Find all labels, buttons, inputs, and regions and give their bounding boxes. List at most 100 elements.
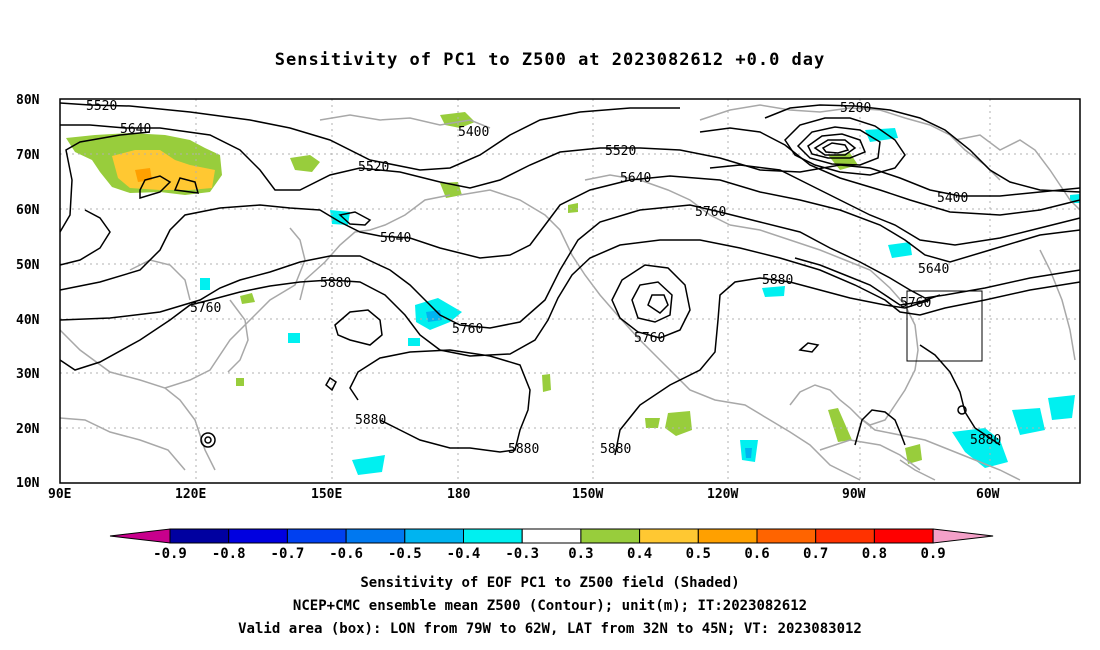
lat-label: 60N	[16, 203, 40, 218]
colorbar-label: 0.8	[862, 546, 887, 562]
lat-label: 40N	[16, 313, 40, 328]
colorbar-segment	[756, 528, 817, 544]
valid-area-box	[906, 290, 983, 362]
contour-label: 5640	[380, 231, 411, 246]
colorbar-segment	[639, 528, 699, 544]
colorbar-low-end	[109, 528, 171, 544]
colorbar-segment	[521, 528, 582, 544]
colorbar: -0.9 -0.8 -0.7 -0.6 -0.5 -0.4 -0.3 0.3 0.4 0.5 0.6…	[109, 528, 994, 562]
colorbar-segment	[697, 528, 758, 544]
shade-patch	[1012, 408, 1045, 435]
colorbar-segment	[169, 528, 230, 544]
lat-label: 10N	[16, 476, 40, 491]
contour-label: 5760	[900, 296, 931, 311]
lat-axis-labels: 80N 70N 60N 50N 40N 30N 20N 10N	[16, 93, 40, 491]
shade-patch	[745, 448, 752, 458]
shade-patch	[762, 286, 785, 297]
sensitivity-shading	[66, 112, 1080, 475]
contour-label: 5880	[762, 273, 793, 288]
lon-label: 120E	[175, 487, 206, 502]
contour-label: 5640	[918, 262, 949, 277]
colorbar-label: -0.5	[388, 546, 422, 562]
colorbar-label: -0.3	[505, 546, 539, 562]
colorbar-label: -0.9	[153, 546, 187, 562]
colorbar-label: 0.6	[744, 546, 769, 562]
shade-patch	[352, 455, 385, 475]
lon-label: 150W	[572, 487, 603, 502]
shade-patch	[408, 338, 420, 346]
contour-label: 5880	[355, 413, 386, 428]
contour-label: 5880	[600, 442, 631, 457]
shade-patch	[665, 411, 692, 436]
lon-label: 60W	[976, 487, 1000, 502]
shade-patch	[1048, 395, 1075, 420]
shade-patch	[542, 374, 551, 392]
colorbar-label: 0.5	[686, 546, 711, 562]
contour-label: 5640	[620, 171, 651, 186]
contour-label: 5880	[320, 276, 351, 291]
lon-label: 180	[447, 487, 471, 502]
contour-label: 5760	[452, 322, 483, 337]
shade-patch	[236, 378, 244, 386]
lat-label: 80N	[16, 93, 40, 108]
contour-labels: 5520 5640 5400 5520 5280 5520 5640 5760 …	[86, 99, 1001, 457]
colorbar-label: 0.4	[627, 546, 652, 562]
colorbar-label: 0.9	[920, 546, 945, 562]
contour-label: 5520	[605, 144, 636, 159]
colorbar-segment	[286, 528, 347, 544]
shade-patch	[888, 242, 912, 258]
colorbar-segment	[228, 528, 288, 544]
contour-label: 5400	[458, 125, 489, 140]
colorbar-label: -0.8	[212, 546, 246, 562]
shade-patch	[240, 293, 255, 304]
lon-label: 90E	[48, 487, 71, 502]
colorbar-segment	[580, 528, 641, 544]
colorbar-segment	[345, 528, 406, 544]
contour-label: 5760	[634, 331, 665, 346]
shade-patch	[568, 203, 578, 213]
coastlines	[59, 104, 1081, 481]
shade-patch	[952, 428, 1008, 468]
lat-label: 70N	[16, 148, 40, 163]
colorbar-label: -0.4	[447, 546, 481, 562]
contour-label: 5760	[695, 205, 726, 220]
contour-label: 5520	[358, 160, 389, 175]
lat-label: 50N	[16, 258, 40, 273]
map-frame	[59, 98, 1081, 484]
lon-axis-labels: 90E 120E 150E 180 150W 120W 90W 60W	[48, 487, 1000, 502]
contour-label: 5760	[190, 301, 221, 316]
colorbar-label: 0.7	[803, 546, 828, 562]
contour-label: 5400	[937, 191, 968, 206]
contour-label: 5880	[970, 433, 1001, 448]
shade-patch	[645, 418, 660, 428]
colorbar-segment	[404, 528, 464, 544]
lat-label: 30N	[16, 367, 40, 382]
shade-patch	[290, 155, 320, 172]
contour-label: 5640	[120, 122, 151, 137]
z500-contours	[59, 102, 1081, 456]
colorbar-label: -0.6	[329, 546, 363, 562]
footer-line-2: NCEP+CMC ensemble mean Z500 (Contour); u…	[292, 598, 808, 614]
footer-line-3: Valid area (box): LON from 79W to 62W, L…	[238, 621, 862, 637]
colorbar-label: -0.7	[271, 546, 305, 562]
lat-label: 20N	[16, 422, 40, 437]
shade-patch	[905, 444, 922, 464]
shade-patch	[426, 310, 442, 322]
shade-patch	[200, 278, 210, 290]
lon-label: 120W	[707, 487, 738, 502]
map-title: Sensitivity of PC1 to Z500 at 2023082612…	[274, 50, 826, 70]
colorbar-label: 0.3	[568, 546, 593, 562]
lon-label: 150E	[311, 487, 342, 502]
graticule	[60, 99, 1080, 483]
contour-label: 5520	[86, 99, 117, 114]
colorbar-high-end	[932, 528, 994, 544]
contour-label: 5880	[508, 442, 539, 457]
colorbar-segment	[815, 528, 875, 544]
footer-line-1: Sensitivity of EOF PC1 to Z500 field (Sh…	[360, 575, 740, 591]
colorbar-segment	[463, 528, 523, 544]
shade-patch	[288, 333, 300, 343]
shade-patch	[135, 168, 152, 182]
lon-label: 90W	[842, 487, 866, 502]
contour-label: 5280	[840, 101, 871, 116]
